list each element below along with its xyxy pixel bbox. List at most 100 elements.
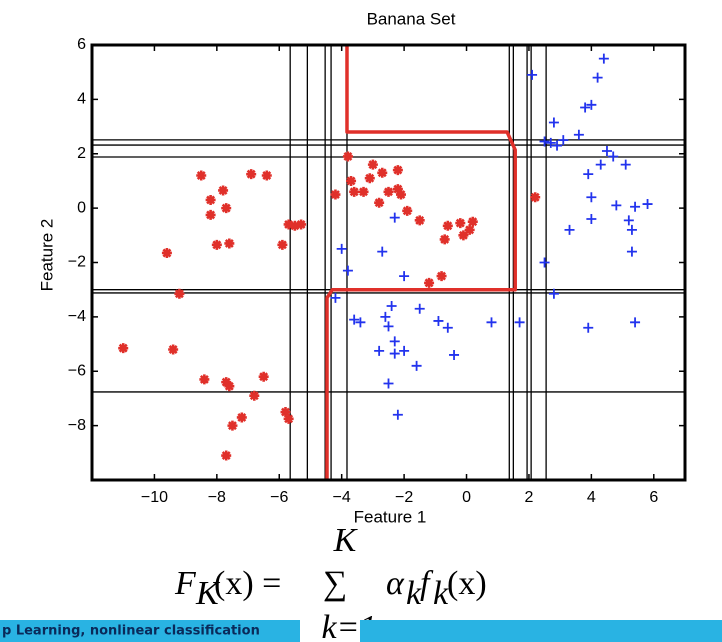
plus-point (583, 169, 594, 180)
y-tick-label: −4 (68, 308, 86, 325)
plus-point (411, 360, 422, 371)
plot-area: −10 −8 −6 −4 −2 0 2 4 6 −8 −6 −4 −2 0 2 4 6 (68, 36, 687, 506)
plus-point (630, 317, 641, 328)
plus-point (586, 99, 597, 110)
star-point (349, 186, 360, 197)
x-tick-label: −8 (208, 489, 226, 506)
y-tick-label: 0 (77, 199, 86, 216)
plus-point (399, 345, 410, 356)
plus-point (611, 200, 622, 211)
plus-point (580, 102, 591, 113)
star-point (392, 165, 403, 176)
star-point (236, 412, 247, 423)
formula-part: α (386, 565, 405, 602)
formula-part: K (333, 522, 359, 559)
star-point (199, 374, 210, 385)
plus-point (539, 257, 550, 268)
plus-point (383, 321, 394, 332)
star-point (455, 218, 466, 229)
star-point (464, 224, 475, 235)
star-point (424, 277, 435, 288)
star-point (467, 216, 478, 227)
plus-point (389, 348, 400, 359)
star-point (458, 230, 469, 241)
plus-point (414, 303, 425, 314)
star-point (246, 169, 257, 180)
x-tick-label: 0 (462, 489, 471, 506)
formula-part: k (406, 575, 422, 612)
x-tick-label: −2 (395, 489, 413, 506)
plus-point (598, 53, 609, 64)
star-point (383, 186, 394, 197)
x-tick-label: −10 (141, 489, 168, 506)
x-tick-label: 2 (524, 489, 533, 506)
plus-point (595, 159, 606, 170)
formula-part: F (174, 565, 197, 602)
star-point (283, 219, 294, 230)
plus-point (355, 317, 366, 328)
star-point (364, 173, 375, 184)
star-point (211, 239, 222, 250)
plus-point (564, 224, 575, 235)
star-point (367, 159, 378, 170)
star-point (249, 390, 260, 401)
y-tick-label: −2 (68, 254, 86, 271)
axes-frame (90, 43, 687, 482)
plus-point (620, 159, 631, 170)
plus-point (586, 214, 597, 224)
plus-point (389, 336, 400, 347)
plus-point (583, 322, 594, 333)
plus-point (342, 265, 353, 276)
star-point (261, 170, 272, 181)
star-point (277, 239, 288, 250)
star-point (346, 175, 357, 186)
star-point (221, 377, 232, 388)
star-point (330, 189, 341, 200)
star-point (218, 185, 229, 196)
x-tick-label: −6 (270, 489, 288, 506)
decision-boundary (325, 45, 517, 480)
star-point (392, 184, 403, 195)
x-tick-label: 4 (587, 489, 596, 506)
formula-part: K (195, 575, 221, 612)
plus-point (389, 212, 400, 223)
x-tick-label: 6 (649, 489, 658, 506)
footer-text: p Learning, nonlinear classification (2, 624, 260, 639)
star-point (221, 203, 232, 214)
plus-point (336, 243, 347, 254)
plus-point (545, 137, 556, 148)
star-point (168, 344, 179, 355)
star-point (402, 205, 413, 216)
star-point (227, 420, 238, 431)
plus-point (601, 146, 612, 157)
star-point (289, 220, 300, 231)
plus-point (433, 315, 444, 326)
plus-point (399, 271, 410, 282)
plus-point (592, 72, 603, 83)
star-point (436, 271, 447, 282)
star-point (258, 371, 269, 382)
star-point (196, 170, 207, 181)
star-point (414, 215, 425, 226)
star-point (224, 238, 235, 249)
plus-point (486, 317, 497, 328)
footer-bar (0, 620, 300, 642)
plus-point (586, 192, 597, 203)
plus-point (380, 311, 391, 322)
star-point (161, 247, 172, 258)
plus-point (548, 288, 559, 299)
plus-point (442, 322, 453, 333)
y-tick-label: −8 (68, 417, 86, 434)
plus-point (514, 317, 525, 328)
plus-point (548, 117, 559, 128)
star-point (224, 381, 235, 392)
formula-part: ∑ (323, 565, 347, 602)
plus-point (573, 129, 584, 140)
plus-point (330, 292, 341, 303)
star-point (280, 407, 291, 418)
star-point (174, 288, 185, 299)
star-point (283, 413, 294, 424)
star-point (205, 209, 216, 220)
plus-point (377, 246, 388, 257)
star-point (439, 234, 450, 245)
